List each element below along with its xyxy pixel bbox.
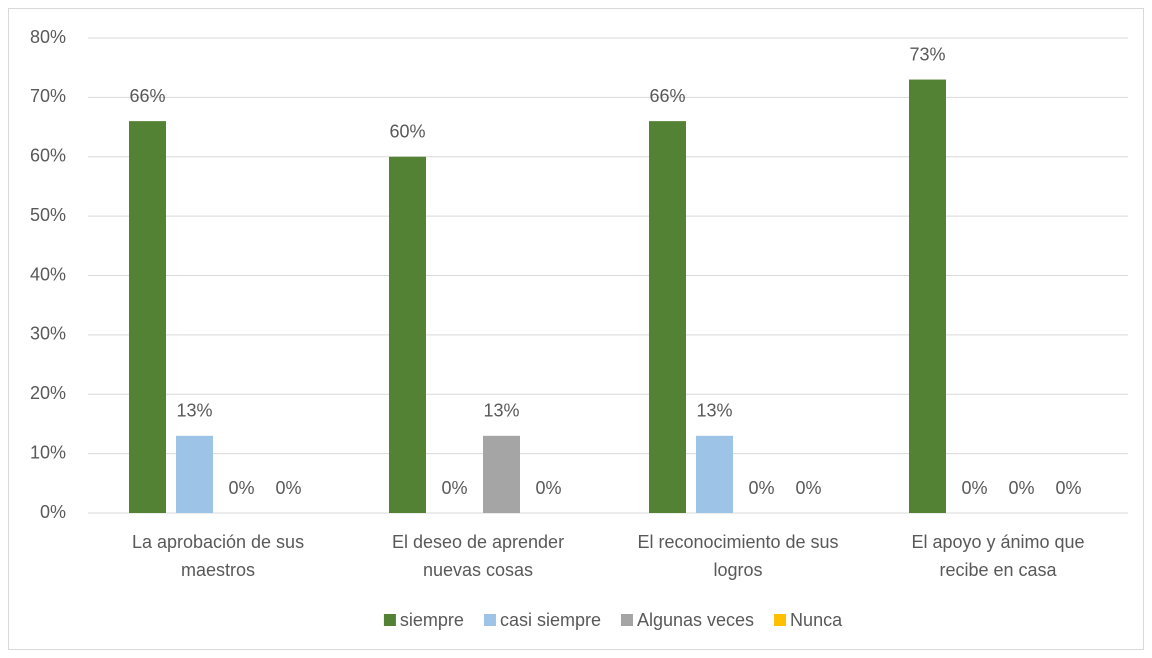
legend-swatch: [620, 614, 633, 626]
x-tick-label: La aprobación de sus maestros: [132, 532, 304, 580]
data-label: 60%: [389, 122, 425, 142]
bar: [129, 121, 166, 513]
data-label: 0%: [441, 478, 467, 498]
legend-label: casi siempre: [500, 610, 601, 630]
data-label: 66%: [649, 86, 685, 106]
y-tick-label: 80%: [30, 27, 66, 47]
x-tick-label: El deseo de aprender nuevas cosas: [392, 532, 564, 580]
data-label: 0%: [275, 478, 301, 498]
y-tick-label: 40%: [30, 264, 66, 284]
y-tick-label: 70%: [30, 86, 66, 106]
data-label: 0%: [748, 478, 774, 498]
chart-border: [8, 8, 1144, 650]
data-label: 13%: [483, 401, 519, 421]
y-tick-label: 60%: [30, 146, 66, 166]
x-tick-label: El reconocimiento de sus logros: [637, 532, 838, 580]
data-label: 0%: [1055, 478, 1081, 498]
legend: siempre casi siempre Algunas veces Nunca: [383, 610, 843, 630]
data-label: 0%: [228, 478, 254, 498]
legend-swatch: [483, 614, 496, 626]
y-tick-label: 0%: [40, 502, 66, 522]
data-label: 0%: [961, 478, 987, 498]
data-label: 0%: [1008, 478, 1034, 498]
data-label: 0%: [795, 478, 821, 498]
data-label: 13%: [696, 401, 732, 421]
y-tick-label: 50%: [30, 205, 66, 225]
bar: [389, 156, 426, 513]
legend-label: Nunca: [790, 610, 843, 630]
bar: [696, 435, 733, 513]
bar: [649, 121, 686, 513]
legend-swatch: [774, 614, 787, 626]
y-tick-label: 10%: [30, 442, 66, 462]
data-label: 73%: [909, 44, 945, 64]
bar: [483, 435, 520, 513]
y-tick-label: 20%: [30, 383, 66, 403]
legend-swatch: [383, 614, 396, 626]
bar: [176, 435, 213, 513]
data-label: 66%: [129, 86, 165, 106]
y-tick-label: 30%: [30, 324, 66, 344]
x-tick-label: El apoyo y ánimo que recibe en casa: [911, 532, 1084, 580]
data-label: 0%: [535, 478, 561, 498]
legend-label: siempre: [400, 610, 464, 630]
legend-label: Algunas veces: [637, 610, 754, 630]
bar: [909, 79, 946, 513]
data-label: 13%: [176, 401, 212, 421]
